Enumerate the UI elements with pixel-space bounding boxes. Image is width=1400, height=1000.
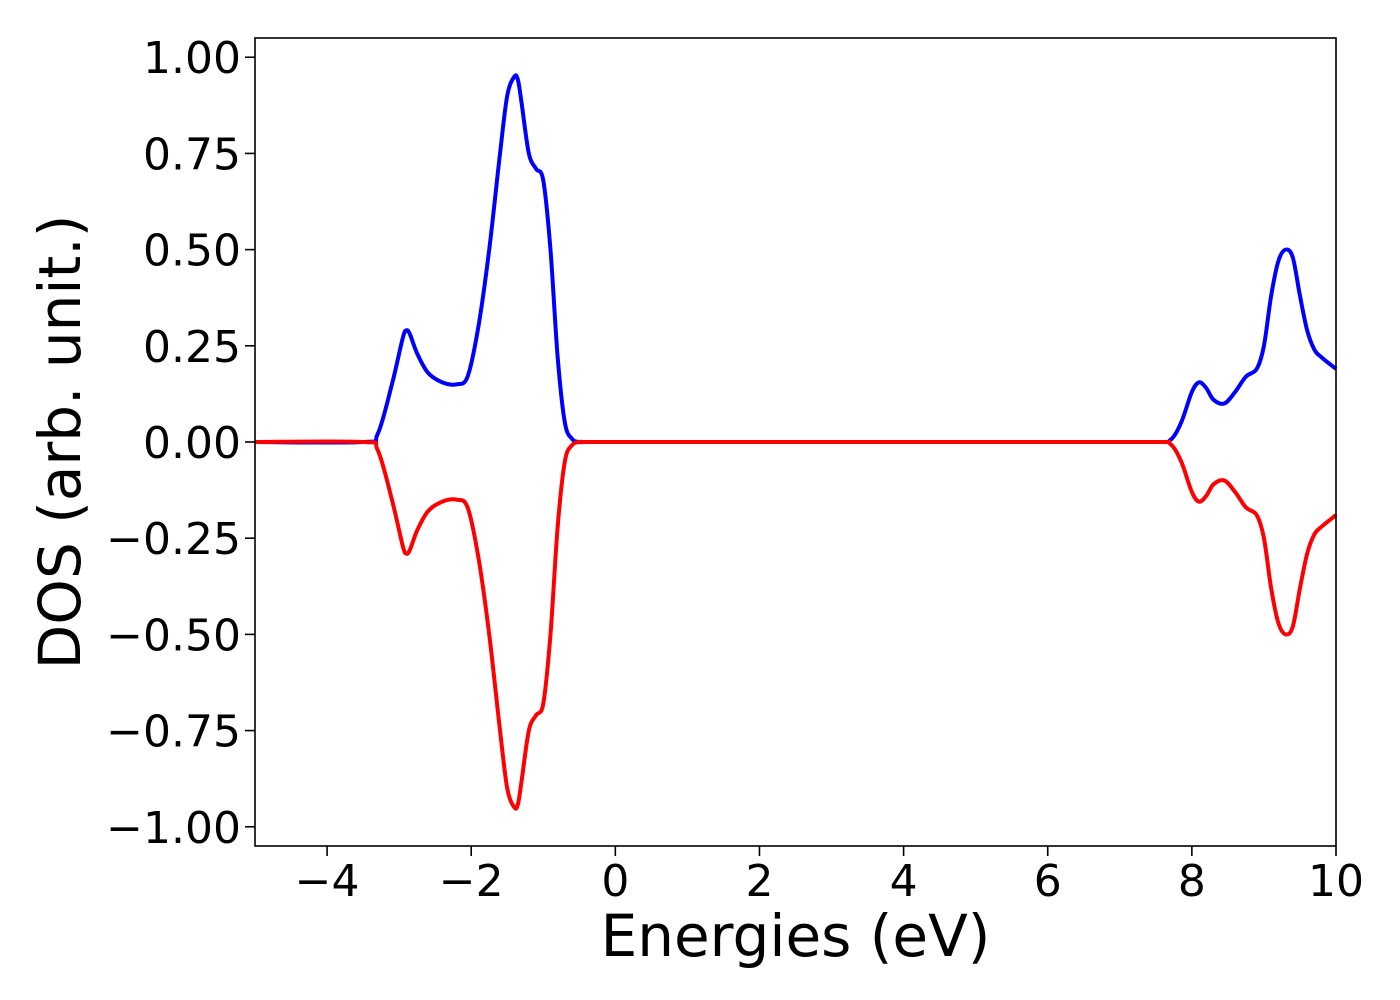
- series-line-2: [254, 439, 1338, 811]
- x-axis: −4 −2 0 2 4 6 8 10: [295, 846, 1364, 907]
- x-tick-label-4: 4: [890, 856, 918, 907]
- x-tick-label-5: 6: [1034, 856, 1062, 907]
- series-layer: [254, 73, 1338, 811]
- y-tick-label-2: 0.50: [143, 226, 241, 277]
- x-tick-label-6: 8: [1178, 856, 1206, 907]
- x-axis-label: Energies (eV): [601, 902, 991, 970]
- y-tick-label-3: 0.25: [143, 322, 241, 373]
- y-axis-label: DOS (arb. unit.): [26, 215, 94, 670]
- y-tick-label-0: 1.00: [143, 33, 241, 84]
- y-tick-label-4: 0.00: [143, 418, 241, 469]
- x-tick-label-0: −4: [295, 856, 360, 907]
- y-axis: 1.00 0.75 0.50 0.25 0.00 −0.25 −0.50 −0.75 −1.00: [106, 33, 255, 854]
- y-tick-label-6: −0.50: [106, 610, 241, 661]
- y-tick-label-1: 0.75: [143, 129, 241, 180]
- x-tick-label-7: 10: [1308, 856, 1364, 907]
- y-tick-label-5: −0.25: [106, 514, 241, 565]
- x-tick-label-1: −2: [439, 856, 504, 907]
- y-tick-label-7: −0.75: [106, 707, 241, 758]
- y-tick-label-8: −1.00: [106, 803, 241, 854]
- x-tick-label-3: 2: [745, 856, 773, 907]
- x-tick-label-2: 0: [601, 856, 629, 907]
